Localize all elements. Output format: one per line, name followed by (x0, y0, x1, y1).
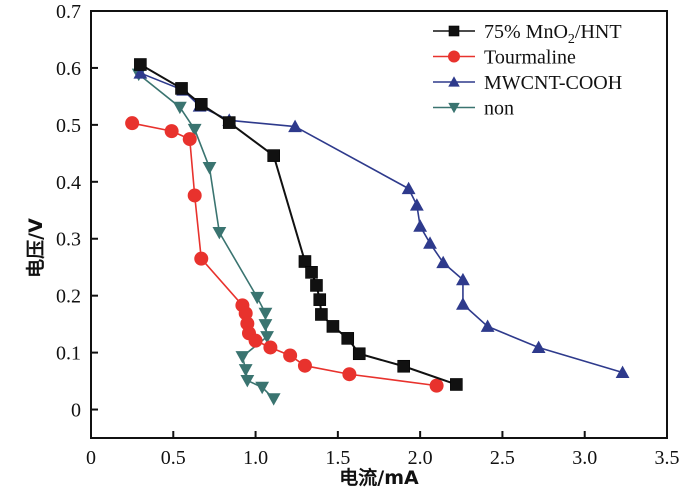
data-point (397, 359, 410, 373)
x-axis-title: 电流/mA (339, 466, 419, 489)
data-point (413, 219, 428, 232)
data-point (212, 226, 227, 240)
axes: 0 0.5 1.0 1.5 2.0 2.5 3.0 3.5 0 0.1 0.2 0.3 0.4 0.5 0.… (56, 1, 680, 469)
data-point (342, 367, 357, 382)
y-axis-title: 电压/V (24, 218, 47, 278)
y-tick-label: 0 (71, 400, 81, 422)
legend-label: Tourmaline (484, 47, 576, 69)
data-point (531, 340, 546, 353)
y-tick-label: 0.2 (56, 286, 81, 308)
data-point (266, 393, 281, 406)
data-point (267, 149, 280, 162)
series-line (131, 122, 437, 387)
series-line (140, 72, 623, 374)
x-tick-label: 1.5 (325, 447, 350, 469)
data-point (194, 98, 208, 111)
data-point (240, 374, 255, 388)
data-point (615, 365, 630, 379)
legend-item: 75% MnO2/HNT (433, 21, 622, 47)
data-point (258, 307, 273, 321)
data-point (401, 181, 416, 195)
series-75-mno2-hnt (134, 58, 463, 391)
data-point (297, 358, 312, 373)
data-point (164, 124, 179, 139)
legend-marker (448, 102, 460, 114)
data-point (175, 82, 188, 95)
data-point (202, 162, 217, 175)
legend-label: 75% MnO2/HNT (484, 21, 622, 47)
data-point (182, 132, 197, 147)
data-point (288, 119, 302, 133)
x-tick-label: 0 (86, 447, 96, 469)
data-point (260, 331, 274, 344)
data-point (326, 320, 340, 333)
data-point (310, 279, 323, 292)
legend-label: MWCNT-COOH (484, 72, 622, 94)
data-point (315, 308, 328, 321)
y-tick-label: 0.6 (56, 58, 81, 80)
legend-item: non (433, 98, 514, 120)
y-tick-label: 0.1 (56, 343, 81, 365)
data-point (187, 123, 202, 137)
series-line (139, 63, 457, 386)
data-point (172, 101, 187, 115)
plot-frame (90, 10, 668, 439)
data-point (194, 251, 209, 266)
data-point (456, 297, 470, 310)
data-point (436, 255, 451, 269)
data-point (341, 332, 355, 345)
x-tick-label: 3.5 (655, 447, 680, 469)
y-tick-label: 0.7 (56, 1, 81, 23)
data-point (222, 116, 236, 129)
legend-item: Tourmaline (433, 47, 576, 69)
data-point (429, 378, 444, 393)
data-point (283, 348, 298, 363)
data-point (456, 272, 470, 286)
data-point (263, 340, 278, 355)
data-point (255, 381, 270, 395)
legend-label: non (484, 98, 514, 120)
y-tick-label: 0.3 (56, 229, 81, 251)
data-point (187, 188, 202, 203)
y-tick-label: 0.5 (56, 115, 81, 137)
data-point (450, 378, 463, 391)
x-tick-label: 1.0 (243, 447, 268, 469)
data-point (298, 255, 312, 268)
series-non (131, 68, 281, 406)
data-point (238, 364, 253, 377)
series-mwcnt-cooh (133, 66, 630, 379)
data-point (235, 351, 250, 364)
data-point (133, 66, 148, 79)
legend-item: MWCNT-COOH (433, 72, 622, 94)
data-point (125, 116, 140, 131)
series-tourmaline (125, 116, 444, 393)
series-layer (125, 58, 630, 406)
x-tick-label: 2.5 (490, 447, 515, 469)
x-tick-label: 3.0 (572, 447, 597, 469)
data-point (423, 236, 437, 249)
legend-marker (448, 76, 460, 87)
data-point (305, 266, 318, 279)
legend-marker (448, 50, 460, 63)
data-point (134, 58, 147, 71)
x-tick-label: 0.5 (161, 447, 186, 469)
data-point (352, 347, 366, 361)
data-point (250, 291, 265, 305)
data-point (313, 293, 327, 306)
data-point (480, 319, 495, 332)
data-point (258, 319, 273, 332)
legend-marker (448, 25, 460, 37)
data-point (248, 333, 263, 348)
x-tick-label: 2.0 (408, 447, 433, 469)
y-tick-label: 0.4 (56, 172, 81, 194)
data-point (409, 198, 424, 211)
